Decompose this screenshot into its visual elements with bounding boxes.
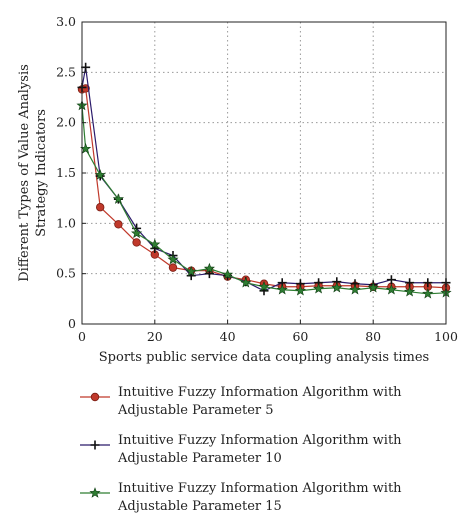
y-axis-label-line2: Strategy Indicators xyxy=(34,109,49,237)
y-tick-label: 0.5 xyxy=(56,266,76,281)
data-point-0 xyxy=(95,203,105,212)
legend-label-param-10: Intuitive Fuzzy Information Algorithm wi… xyxy=(118,433,402,466)
data-point-2 xyxy=(422,287,434,299)
x-tick-label: 0 xyxy=(78,329,86,344)
data-point-1 xyxy=(386,275,396,285)
data-point-2 xyxy=(385,283,397,295)
legend-marker xyxy=(90,440,100,450)
y-tick-label: 2.0 xyxy=(56,115,76,130)
legend-swatch-param-15 xyxy=(80,487,110,498)
legend-item-param-15: Intuitive Fuzzy Information Algorithm wi… xyxy=(80,480,470,523)
legend-swatch-param-10 xyxy=(80,440,110,450)
series-2 xyxy=(76,99,452,299)
data-point-1 xyxy=(405,278,415,288)
x-tick-label: 20 xyxy=(147,329,163,344)
data-point-2 xyxy=(294,284,306,296)
series-0 xyxy=(77,84,451,292)
data-point-2 xyxy=(222,268,234,280)
tick-labels: 0 20 40 60 80 100 0 0.5 1.0 1.5 2.0 2.5 3.0 xyxy=(56,14,458,344)
data-point-2 xyxy=(331,281,343,293)
data-point-2 xyxy=(167,253,179,265)
data-point-2 xyxy=(276,283,288,295)
data-point-2 xyxy=(149,238,161,250)
data-point-2 xyxy=(203,262,215,274)
series-line-0 xyxy=(81,87,447,289)
data-point-2 xyxy=(112,193,124,204)
x-tick-label: 80 xyxy=(365,329,381,344)
series-line-2 xyxy=(81,105,447,295)
legend-item-param-5: Intuitive Fuzzy Information Algorithm wi… xyxy=(80,384,470,427)
data-point-1 xyxy=(81,62,91,72)
legend-marker xyxy=(90,392,100,402)
data-point-2 xyxy=(367,281,379,293)
chart-svg: 0 20 40 60 80 100 0 0.5 1.0 1.5 2.0 2.5 3.0 Sports p… xyxy=(17,14,458,365)
y-axis-label-line1: Different Types of Value Analysis xyxy=(17,64,32,282)
data-point-2 xyxy=(258,280,270,292)
series-1 xyxy=(77,62,451,296)
data-point-2 xyxy=(185,265,197,277)
data-point-1 xyxy=(423,278,433,288)
legend-item-param-10: Intuitive Fuzzy Information Algorithm wi… xyxy=(80,432,470,475)
legend-marker xyxy=(89,487,101,498)
series-line-1 xyxy=(81,67,446,292)
x-axis-label: Sports public service data coupling anal… xyxy=(99,350,429,365)
data-point-2 xyxy=(131,227,143,239)
data-point-2 xyxy=(404,285,416,297)
legend-label-param-5: Intuitive Fuzzy Information Algorithm wi… xyxy=(118,385,402,418)
x-tick-label: 40 xyxy=(220,329,236,344)
y-tick-label: 1.5 xyxy=(56,165,76,180)
y-tick-label: 2.5 xyxy=(56,64,76,79)
legend-label-param-15: Intuitive Fuzzy Information Algorithm wi… xyxy=(118,481,402,514)
data-point-2 xyxy=(349,283,361,295)
series-group xyxy=(76,62,452,299)
y-tick-label: 0 xyxy=(68,316,76,331)
data-point-2 xyxy=(94,169,106,180)
legend-swatch-param-5 xyxy=(80,392,110,402)
data-point-2 xyxy=(240,276,252,288)
data-point-2 xyxy=(313,282,325,294)
y-tick-label: 1.0 xyxy=(56,215,76,230)
x-tick-label: 100 xyxy=(434,329,458,344)
data-point-0 xyxy=(114,220,123,229)
legend: Intuitive Fuzzy Information Algorithm wi… xyxy=(80,384,470,528)
x-tick-label: 60 xyxy=(292,329,308,344)
gridlines xyxy=(82,22,446,324)
data-point-0 xyxy=(132,238,141,247)
data-point-0 xyxy=(168,263,178,272)
y-tick-label: 3.0 xyxy=(56,14,76,29)
